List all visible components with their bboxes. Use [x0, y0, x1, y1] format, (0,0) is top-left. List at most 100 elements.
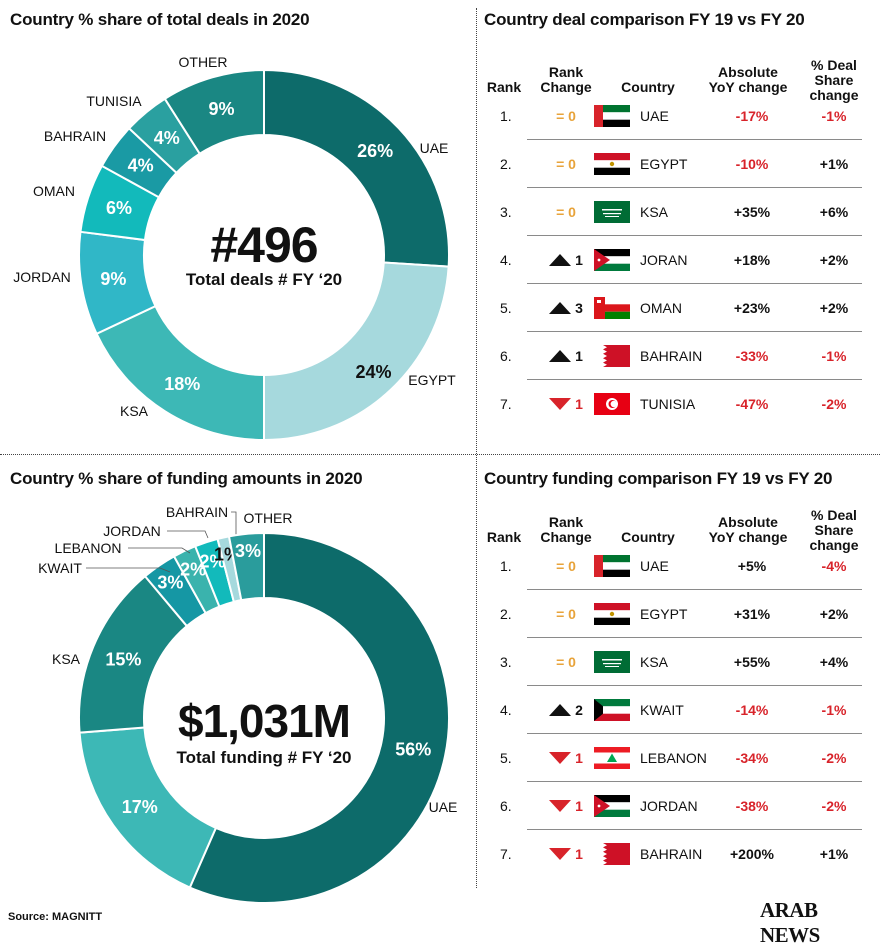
donut-slice-other-7 [163, 68, 265, 156]
rank-value: 6. [500, 348, 512, 364]
abs-yoy-change: +200% [730, 846, 774, 862]
deals-table-row: 4. 1 JORAN +18% +2% [482, 236, 862, 284]
slice-country-label: UAE [429, 799, 458, 815]
triangle-up-icon [549, 302, 572, 314]
slice-value-label: 6% [106, 198, 132, 218]
deals-table-title: Country deal comparison FY 19 vs FY 20 [484, 10, 805, 29]
bahrain-flag-icon [594, 345, 630, 367]
rank-change-value: = 0 [526, 590, 606, 638]
slice-value-label: 3% [235, 541, 261, 561]
deals-header-share: % Deal Share change [809, 57, 859, 103]
rank-change-text: 1 [575, 348, 583, 364]
rank-value: 1. [500, 108, 512, 124]
rank-change-text: 1 [575, 396, 583, 412]
rank-change-text: 3 [575, 300, 583, 316]
donut-slice-jordan-5 [193, 537, 236, 608]
rank-value: 7. [500, 396, 512, 412]
abs-yoy-change: +55% [733, 654, 771, 670]
slice-country-label: OMAN [33, 183, 75, 199]
tunisia-flag-icon [594, 393, 630, 415]
country-name: UAE [640, 108, 669, 124]
funding-table-row: 6. 1 JORDAN -38% -2% [482, 782, 862, 830]
rank-value: 2. [500, 606, 512, 622]
abs-yoy-change: -17% [735, 108, 769, 124]
abs-yoy-change: +5% [737, 558, 767, 574]
deal-share-change: +2% [819, 606, 849, 622]
slice-value-label: 9% [208, 99, 234, 119]
donut-slice-ksa-2 [95, 304, 265, 442]
egypt-flag-icon [594, 603, 630, 625]
deal-share-change: +2% [819, 252, 849, 268]
slice-value-label: 4% [128, 156, 154, 176]
rank-value: 5. [500, 300, 512, 316]
slice-country-label: BAHRAIN [44, 128, 106, 144]
triangle-down-icon [549, 800, 572, 812]
deals-header-rank: Rank [486, 79, 522, 95]
country-name: JORAN [640, 252, 688, 268]
rank-change-text: = 0 [556, 558, 576, 574]
oman-flag-icon [594, 297, 630, 319]
row-divider [527, 235, 862, 236]
rank-change-text: = 0 [556, 606, 576, 622]
leader-line [231, 511, 237, 536]
center-value: $1,031M [178, 695, 350, 747]
rank-value: 3. [500, 654, 512, 670]
abs-yoy-change: +18% [733, 252, 771, 268]
rank-change-value: = 0 [526, 638, 606, 686]
country-name: BAHRAIN [640, 846, 703, 862]
slice-country-label: JORDAN [103, 523, 161, 539]
row-divider [527, 139, 862, 140]
country-name: UAE [640, 558, 669, 574]
deals-header-country: Country [621, 79, 675, 95]
triangle-up-icon [549, 254, 572, 266]
slice-value-label: 1% [214, 544, 240, 564]
egypt-flag-icon [594, 153, 630, 175]
deals-chart-title: Country % share of total deals in 2020 [10, 10, 310, 29]
slice-country-label: BAHRAIN [166, 504, 228, 520]
jordan-flag-icon [594, 795, 630, 817]
deals-donut-chart: 26% UAE 24% EGYPT 18% KSA 9% JORDAN 6% OMAN 4% BAHR… [13, 54, 456, 442]
row-divider [527, 331, 862, 332]
deal-share-change: -2% [821, 396, 847, 412]
slice-value-label: 15% [105, 649, 141, 669]
rank-change-value: 1 [526, 236, 606, 284]
funding-table-row: 7. 1 BAHRAIN +200% +1% [482, 830, 862, 878]
deal-share-change: -1% [821, 702, 847, 718]
row-divider [527, 637, 862, 638]
slice-country-label: JORDAN [13, 269, 71, 285]
rank-change-value: = 0 [526, 92, 606, 140]
vertical-divider [476, 8, 477, 888]
slice-country-label: EGYPT [408, 372, 456, 388]
slice-value-label: 2% [180, 559, 206, 579]
rank-change-text: = 0 [556, 654, 576, 670]
rank-change-value: 1 [526, 782, 606, 830]
country-name: KSA [640, 204, 669, 220]
donut-slice-ksa-2 [78, 574, 189, 734]
rank-change-text: = 0 [556, 204, 576, 220]
jordan-flag-icon [594, 249, 630, 271]
rank-value: 2. [500, 156, 512, 172]
triangle-down-icon [549, 848, 572, 860]
rank-change-value: = 0 [526, 140, 606, 188]
row-divider [527, 685, 862, 686]
slice-value-label: 9% [100, 269, 126, 289]
deals-table-row: 3. = 0 KSA +35% +6% [482, 188, 862, 236]
rank-value: 5. [500, 750, 512, 766]
slice-value-label: 4% [154, 128, 180, 148]
deal-share-change: +6% [819, 204, 849, 220]
slice-value-label: 26% [357, 141, 393, 161]
rank-change-text: 1 [575, 252, 583, 268]
slice-country-label: UAE [420, 140, 449, 156]
abs-yoy-change: -34% [735, 750, 769, 766]
arab-news-logo: ARAB NEWS [760, 898, 820, 947]
center-label: Total funding # FY ‘20 [176, 748, 351, 767]
uae-flag-icon [594, 555, 630, 577]
rank-value: 7. [500, 846, 512, 862]
deals-header-rank-change: Rank Change [540, 64, 592, 95]
slice-value-label: 18% [164, 374, 200, 394]
funding-chart-title: Country % share of funding amounts in 20… [10, 469, 363, 488]
triangle-down-icon [549, 398, 572, 410]
donut-slice-kwait-3 [143, 554, 208, 628]
slice-country-label: TUNISIA [86, 93, 142, 109]
leader-line [167, 530, 209, 539]
